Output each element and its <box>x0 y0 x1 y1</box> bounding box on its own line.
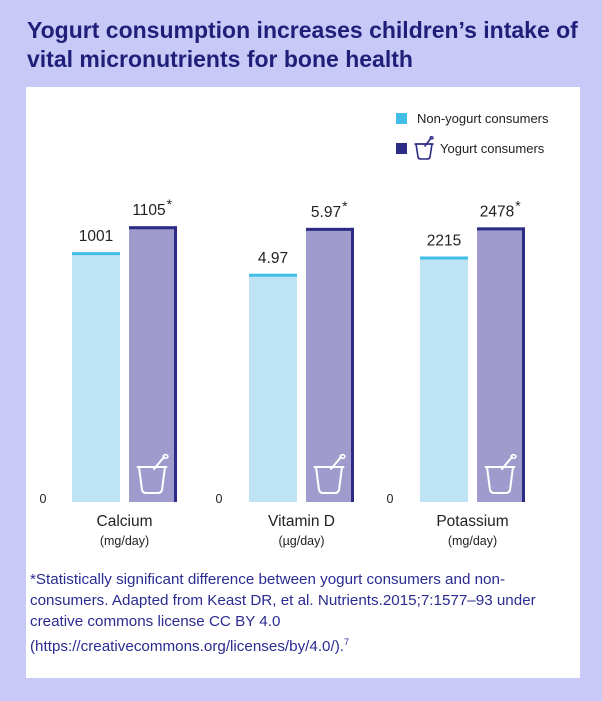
zero-label-vitamin-d: 0 <box>216 492 223 506</box>
significance-marker-vitamin-d: * <box>342 198 348 214</box>
bar-calcium-yogurt <box>129 226 177 502</box>
legend-label-non-yogurt: Non-yogurt consumers <box>417 110 549 126</box>
category-label-potassium: Potassium <box>436 513 508 530</box>
category-label-vitamin-d: Vitamin D <box>268 513 335 530</box>
legend: Non-yogurt consumers Yogurt consumers <box>396 103 549 163</box>
chart-card: 0 1001 1105 * Calcium (mg/day) 0 4.97 5.97 * Vitam… <box>26 87 580 678</box>
footnote-reference: 7 <box>344 637 350 647</box>
bar-potassium-non-yogurt <box>420 256 468 502</box>
yogurt-cup-icon <box>414 136 434 160</box>
significance-marker-potassium: * <box>515 197 521 213</box>
legend-label-yogurt: Yogurt consumers <box>440 140 545 156</box>
yogurt-cup-icon-vitamin-d <box>313 453 346 494</box>
legend-item-yogurt: Yogurt consumers <box>396 133 549 163</box>
zero-label-potassium: 0 <box>387 492 394 506</box>
value-label-potassium-yogurt: 2478 <box>480 203 514 220</box>
legend-item-non-yogurt: Non-yogurt consumers <box>396 103 549 133</box>
page-title: Yogurt consumption increases children’s … <box>27 17 578 72</box>
category-label-calcium: Calcium <box>97 513 153 530</box>
yogurt-cup-icon-potassium <box>484 453 517 494</box>
value-label-vitamin-d-non-yogurt: 4.97 <box>258 250 288 267</box>
legend-swatch-non-yogurt <box>396 112 407 124</box>
significance-marker-calcium: * <box>167 196 173 212</box>
zero-label-calcium: 0 <box>40 492 47 506</box>
yogurt-cup-icon-calcium <box>136 453 169 494</box>
value-label-calcium-yogurt: 1105 <box>132 202 165 219</box>
bar-calcium-non-yogurt <box>72 252 120 502</box>
value-label-potassium-non-yogurt: 2215 <box>427 233 461 250</box>
bar-vitamin-d-yogurt <box>306 227 354 502</box>
footnote-text: *Statistically significant difference be… <box>30 571 536 656</box>
value-label-vitamin-d-yogurt: 5.97 <box>311 204 341 221</box>
unit-label-potassium: (mg/day) <box>448 534 497 548</box>
bar-potassium-yogurt <box>477 227 525 502</box>
value-label-calcium-non-yogurt: 1001 <box>79 228 113 245</box>
unit-label-vitamin-d: (µg/day) <box>278 534 324 548</box>
unit-label-calcium: (mg/day) <box>100 534 149 548</box>
bar-vitamin-d-non-yogurt <box>249 273 297 502</box>
footnote: *Statistically significant difference be… <box>30 569 575 657</box>
legend-swatch-yogurt <box>396 142 407 154</box>
